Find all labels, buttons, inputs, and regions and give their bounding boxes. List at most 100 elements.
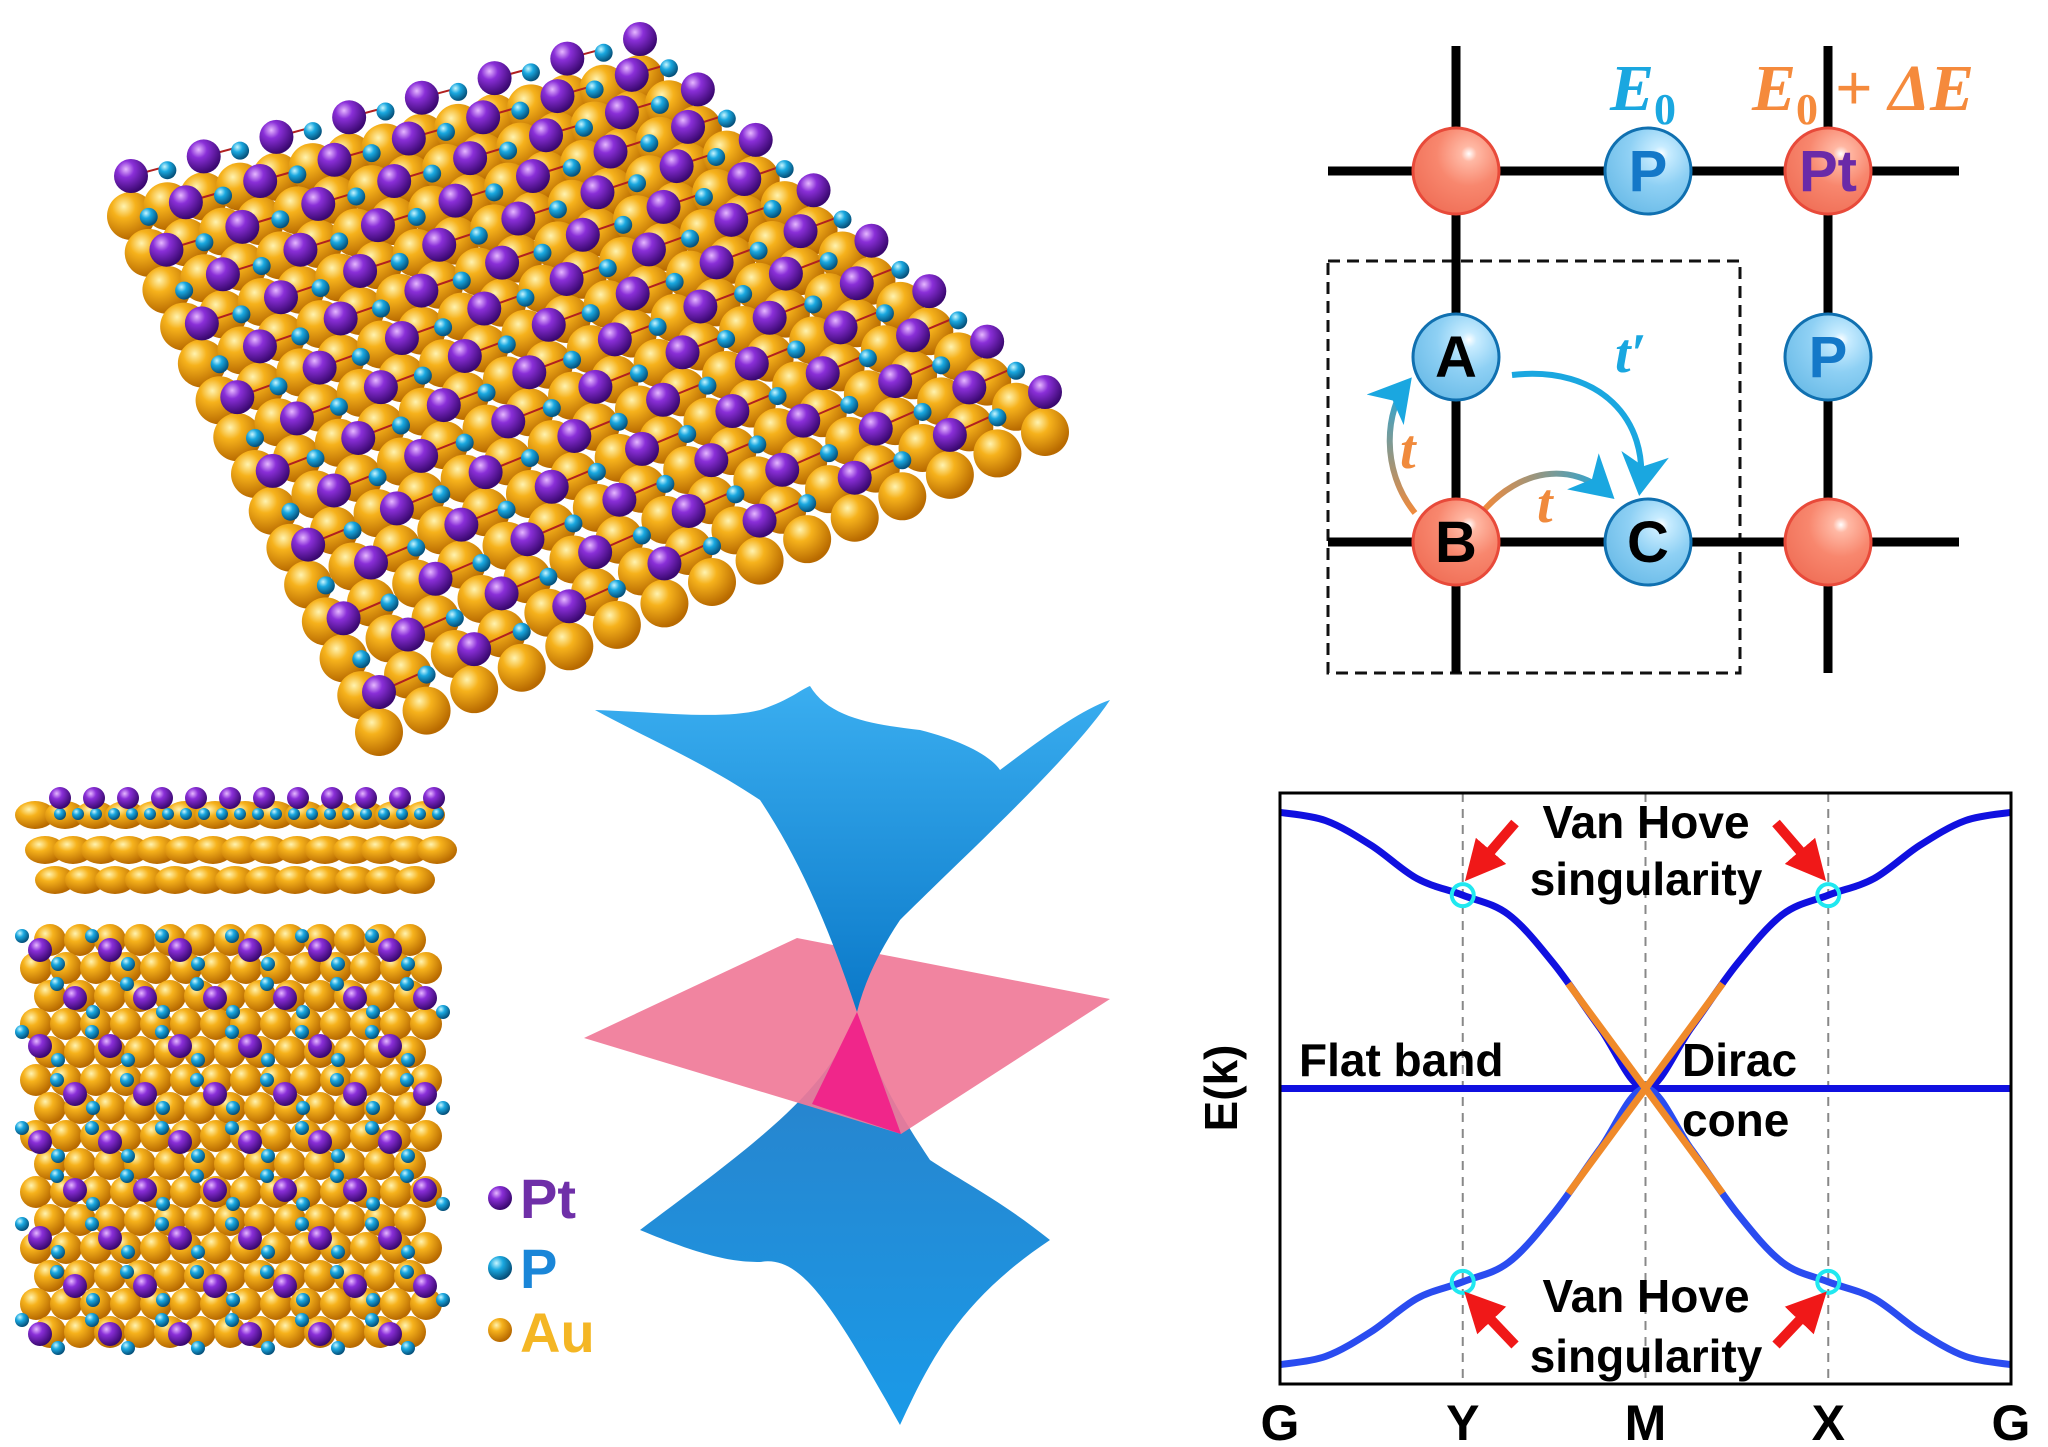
- p-atom: [694, 187, 713, 206]
- pt-atom: [404, 438, 439, 473]
- pt-atom: [742, 503, 777, 538]
- p-atom: [226, 1101, 240, 1115]
- p-atom: [609, 412, 628, 431]
- pt-atom: [391, 617, 426, 652]
- p-atom: [86, 1005, 100, 1019]
- p-atom: [511, 101, 530, 120]
- p-atom: [659, 59, 678, 78]
- lattice-site-p: [1783, 312, 1873, 402]
- au-atom: [215, 866, 255, 894]
- p-atom: [436, 1101, 450, 1115]
- pt-atom: [205, 257, 240, 292]
- p-atom: [316, 576, 335, 595]
- pt-atom: [484, 576, 519, 611]
- x-tick-label: G: [1261, 1395, 1300, 1447]
- p-atom: [330, 1169, 344, 1183]
- p-atom: [726, 485, 745, 504]
- pt-atom: [404, 273, 439, 308]
- x-tick-label: M: [1625, 1395, 1667, 1447]
- p-atom: [449, 82, 468, 101]
- p-atom: [54, 808, 66, 820]
- p-atom: [400, 1073, 414, 1087]
- pt-atom: [360, 208, 395, 243]
- p-atom: [585, 80, 604, 99]
- pt-atom: [467, 291, 502, 326]
- au-atom: [200, 1232, 232, 1264]
- p-atom: [632, 526, 651, 545]
- au-atom: [320, 1008, 352, 1040]
- top-view-structure: [15, 924, 450, 1355]
- p-atom: [50, 1265, 64, 1279]
- pt-atom: [378, 1322, 402, 1346]
- p-atom: [156, 1101, 170, 1115]
- pt-atom: [321, 787, 343, 809]
- pt-atom: [326, 601, 361, 636]
- pt-atom: [391, 121, 426, 156]
- lattice-site-pt: [1783, 126, 1873, 216]
- p-atom: [366, 1005, 380, 1019]
- p-atom: [331, 1053, 345, 1067]
- au-atom: [65, 866, 105, 894]
- pt-atom: [970, 324, 1005, 359]
- pt-atom: [273, 1274, 297, 1298]
- p-atom: [497, 335, 516, 354]
- p-atom: [678, 424, 697, 443]
- pt-atom: [308, 1034, 332, 1058]
- p-atom: [155, 1121, 169, 1135]
- au-atom: [394, 1204, 426, 1236]
- pt-atom: [49, 787, 71, 809]
- p-atom: [858, 349, 877, 368]
- p-atom: [330, 977, 344, 991]
- pt-atom: [28, 938, 52, 962]
- au-atom: [110, 1288, 142, 1320]
- au-atom: [230, 1064, 262, 1096]
- p-atom: [50, 1169, 64, 1183]
- site-label: P: [1809, 325, 1848, 390]
- p-atom: [562, 158, 581, 177]
- pt-atom: [597, 322, 632, 357]
- p-atom: [246, 429, 264, 447]
- p-atom: [656, 474, 675, 493]
- pt-atom: [734, 346, 769, 381]
- legend-item-p: P: [488, 1237, 557, 1300]
- p-atom: [120, 1073, 134, 1087]
- p-atom: [875, 304, 894, 323]
- au-atom: [361, 836, 401, 864]
- au-atom: [221, 836, 261, 864]
- p-atom: [520, 449, 539, 468]
- pt-atom: [225, 209, 260, 244]
- pt-atom: [896, 318, 931, 353]
- p-atom: [840, 395, 859, 414]
- p-atom: [85, 929, 99, 943]
- p-atom: [51, 1149, 65, 1163]
- au-atom: [305, 836, 345, 864]
- pt-atom: [98, 1034, 122, 1058]
- p-atom: [629, 364, 648, 383]
- p-atom: [306, 808, 318, 820]
- pt-atom: [263, 280, 298, 315]
- van-hove-marker: [1815, 1268, 1842, 1295]
- pt-atom: [363, 370, 398, 405]
- au-atom: [34, 1092, 66, 1124]
- pt-atom: [308, 1226, 332, 1250]
- p-atom: [331, 957, 345, 971]
- pt-atom: [593, 134, 628, 169]
- p-atom: [598, 259, 617, 278]
- annotation-flat-band: Flat band: [1299, 1034, 1503, 1086]
- p-atom: [775, 160, 794, 179]
- au-atom: [380, 1008, 412, 1040]
- pt-atom: [203, 1082, 227, 1106]
- au-atom: [380, 1176, 412, 1208]
- p-atom: [366, 1197, 380, 1211]
- au-atom: [35, 866, 75, 894]
- pt-atom: [485, 245, 520, 280]
- au-atom: [124, 1316, 156, 1348]
- au-atom: [305, 866, 345, 894]
- pt-atom: [219, 787, 241, 809]
- pt-atom: [540, 79, 575, 114]
- p-atom: [891, 260, 910, 279]
- pt-atom: [316, 473, 351, 508]
- p-atom: [216, 808, 228, 820]
